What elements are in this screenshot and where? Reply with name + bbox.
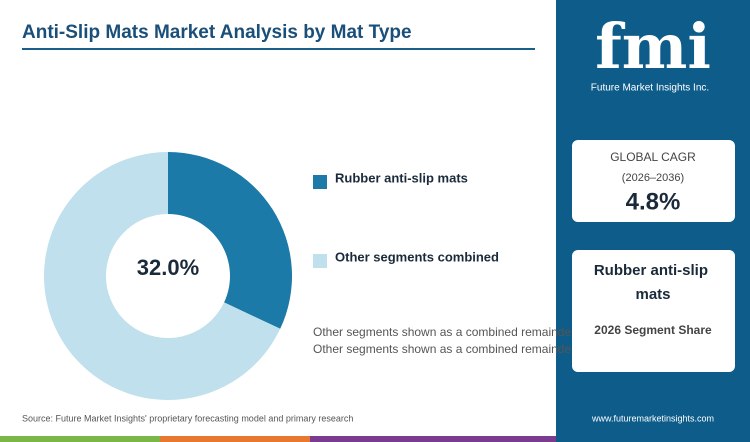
segment-caption: 2026 Segment Share	[594, 323, 712, 337]
cagr-card	[572, 140, 735, 222]
strip-purple	[310, 436, 556, 442]
cagr-label: GLOBAL CAGR	[610, 150, 696, 164]
legend-label: Rubber anti-slip mats	[335, 170, 468, 185]
segment-name-line: Rubber anti-slip	[594, 262, 708, 279]
segment-name-line: mats	[635, 286, 670, 303]
segment-name: Rubber anti-slip mats	[594, 262, 712, 303]
note-line: Other segments shown as a combined remai…	[313, 342, 578, 356]
legend-swatch	[313, 175, 327, 189]
note: Other segments shown as a combined remai…	[313, 325, 578, 356]
note-line: Other segments shown as a combined remai…	[313, 325, 575, 339]
logo-tagline: Future Market Insights Inc.	[591, 83, 709, 94]
cagr-period: (2026–2036)	[622, 172, 684, 184]
cagr-value: 4.8%	[626, 188, 681, 215]
legend-label: Other segments combined	[335, 249, 499, 264]
chart-title: Anti-Slip Mats Market Analysis by Mat Ty…	[22, 22, 412, 43]
center-label: 32.0%	[137, 255, 199, 280]
strip-orange	[160, 436, 310, 442]
url: www.futuremarketinsights.com	[591, 413, 714, 423]
legend-swatch	[313, 254, 327, 268]
donut	[44, 152, 292, 400]
segment-card	[572, 250, 735, 372]
strip-green	[0, 436, 160, 442]
source: Source: Future Market Insights' propriet…	[22, 413, 353, 423]
legend: Rubber anti-slip mats Other segments comb…	[313, 170, 499, 268]
donut-segment	[168, 152, 292, 329]
logo: fmi	[595, 10, 711, 83]
donut-segment	[44, 152, 281, 400]
